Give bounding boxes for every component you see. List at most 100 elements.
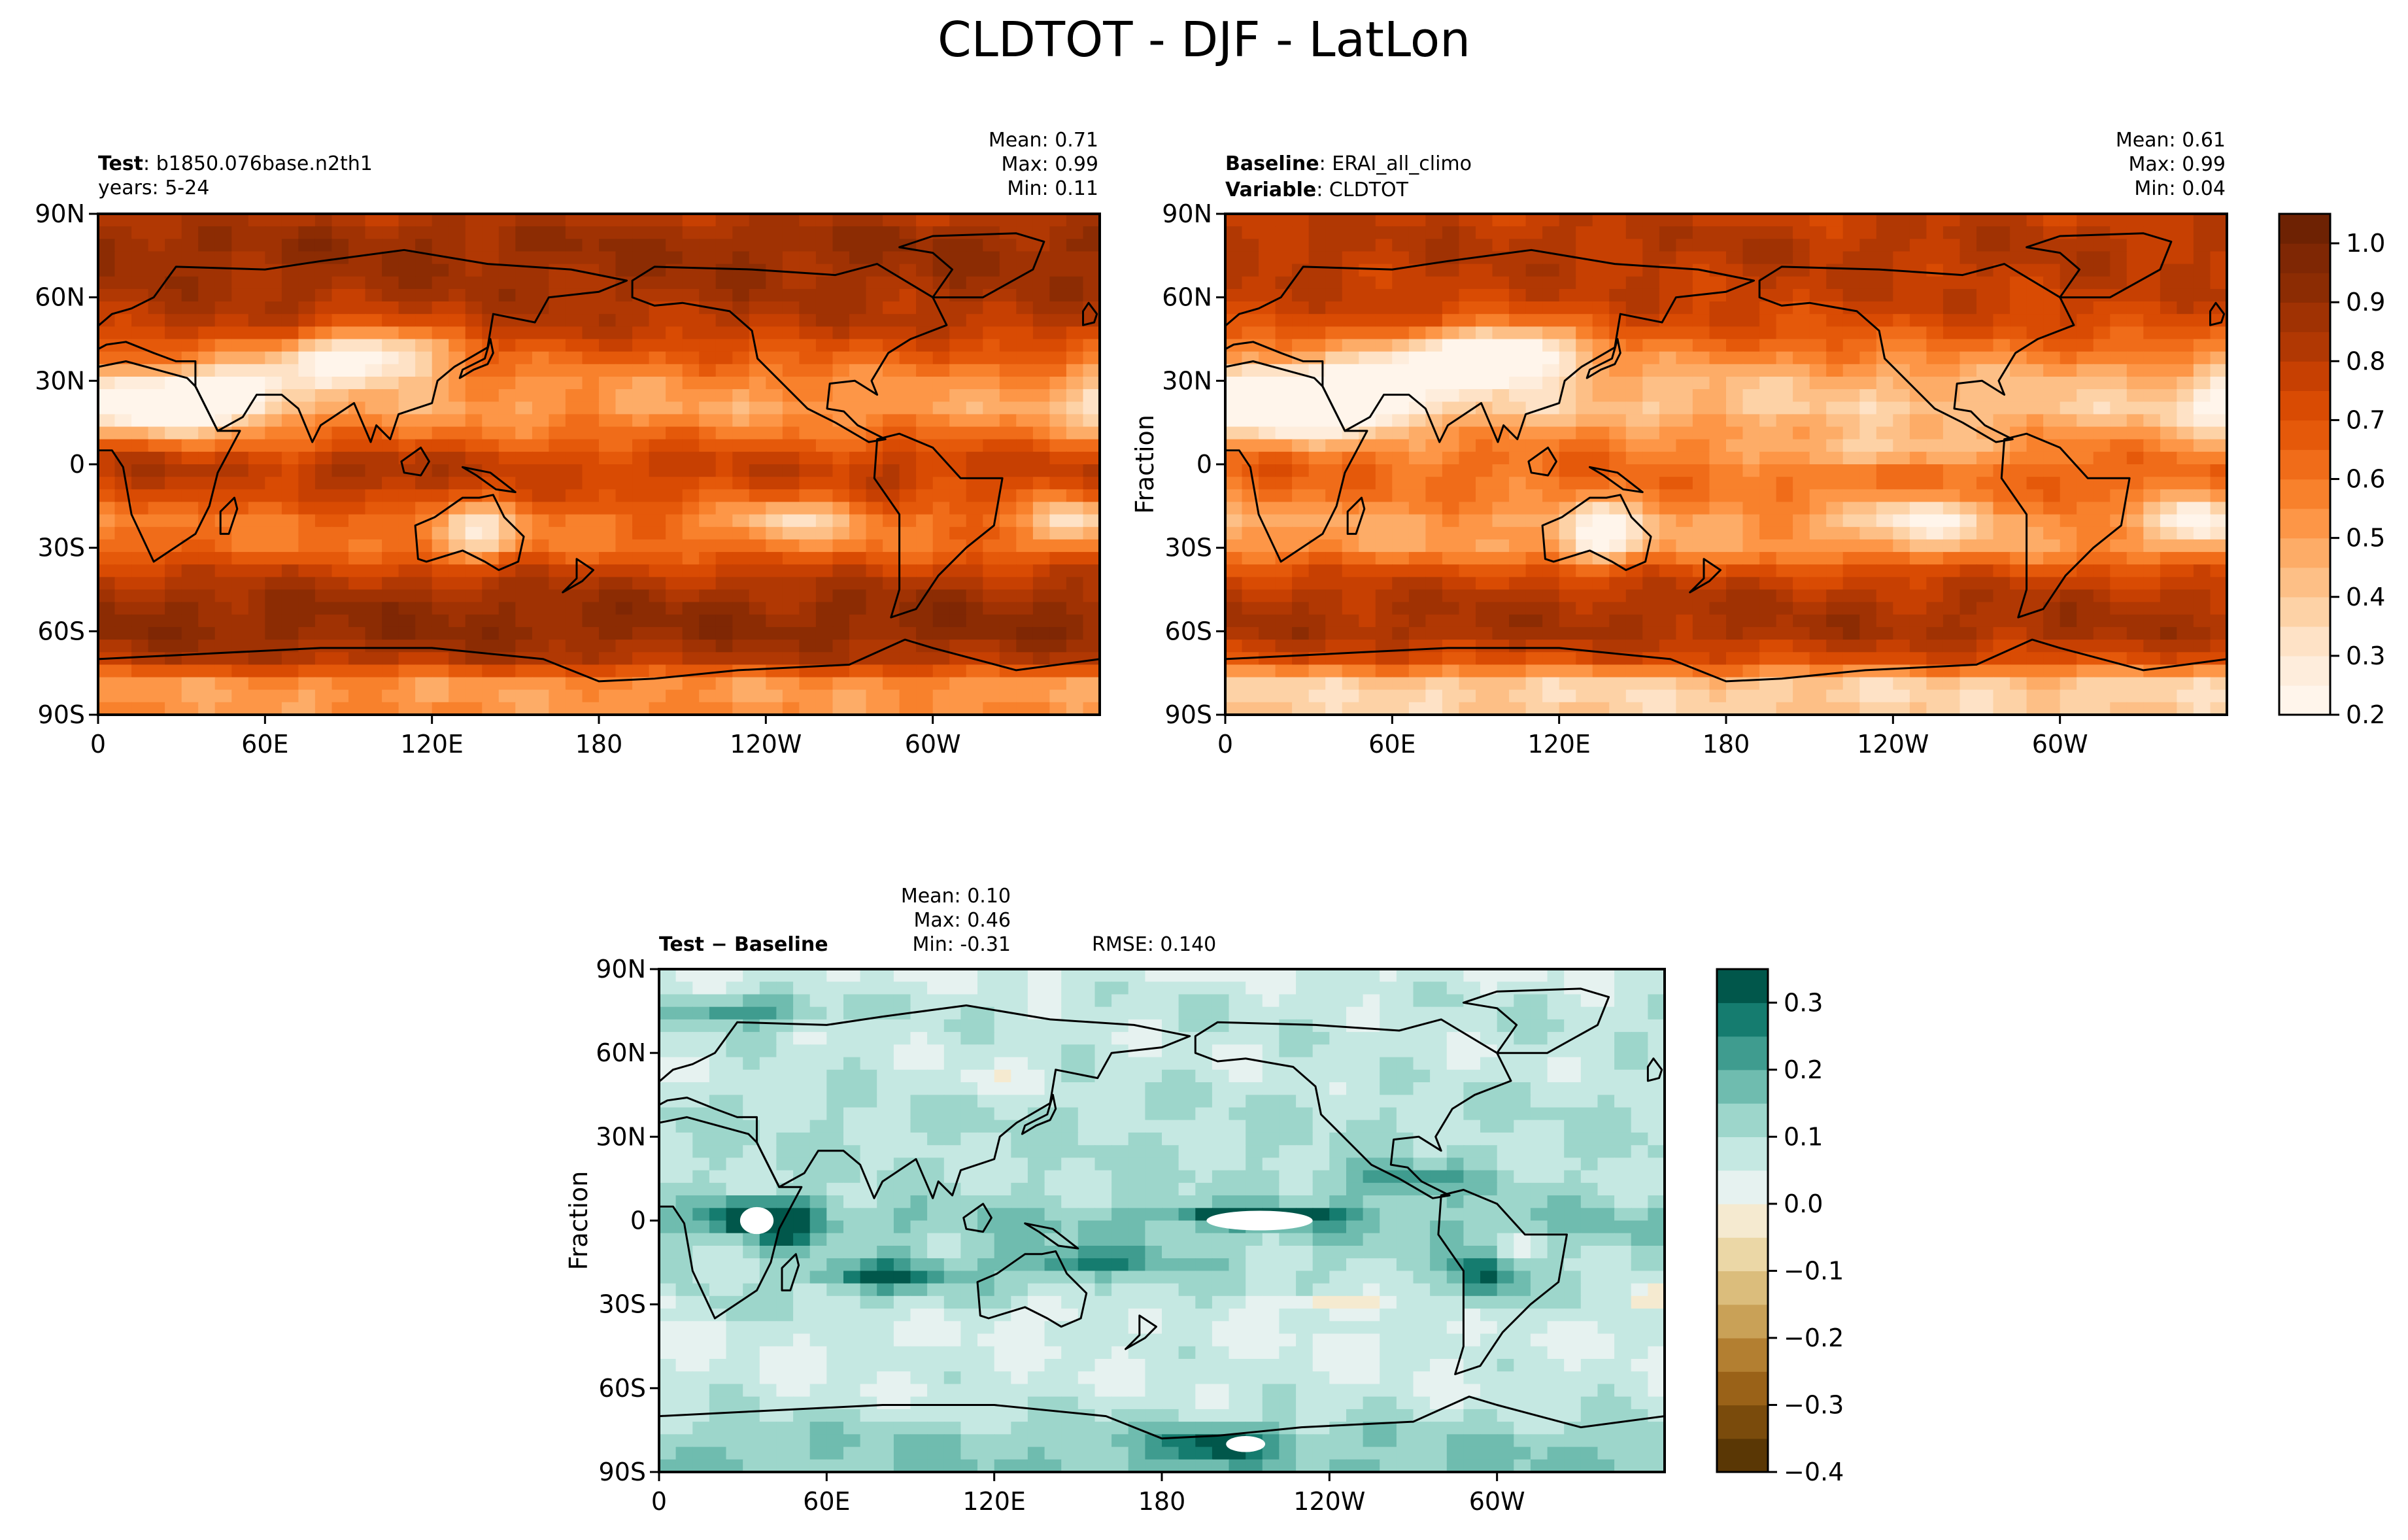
- test-map-cell: [365, 477, 382, 490]
- baseline-map-cell: [2210, 502, 2227, 515]
- test-map-cell: [849, 226, 867, 239]
- baseline-map-cell: [1542, 414, 1560, 428]
- baseline-map-cell: [1408, 464, 1427, 477]
- baseline-map-cell: [1759, 589, 1777, 603]
- diff-map-cell: [1296, 969, 1314, 982]
- test-map-cell: [615, 626, 633, 640]
- baseline-map-cell: [1308, 564, 1326, 578]
- test-map-cell: [314, 702, 333, 715]
- baseline-map-cell: [1259, 489, 1276, 503]
- test-map-cell: [832, 226, 850, 239]
- baseline-map-cell: [1242, 502, 1259, 515]
- baseline-map-cell: [2160, 426, 2178, 440]
- baseline-map-cell: [1476, 589, 1493, 603]
- baseline-map-cell: [1342, 589, 1359, 603]
- test-map-cell: [398, 339, 416, 352]
- baseline-map-cell: [2077, 626, 2094, 640]
- baseline-map-cell: [2126, 439, 2145, 453]
- test-map-cell: [649, 414, 666, 428]
- test-map-cell: [565, 451, 583, 465]
- baseline-map-cell: [1392, 214, 1410, 227]
- baseline-map-cell: [2143, 614, 2161, 628]
- test-map-cell: [966, 326, 983, 340]
- test-map-cell: [181, 589, 199, 603]
- test-map-cell: [832, 451, 850, 465]
- test-map-cell: [782, 689, 800, 703]
- baseline-map-cell: [1876, 439, 1894, 453]
- baseline-map-cell: [2177, 414, 2194, 428]
- baseline-map-cell: [2160, 689, 2178, 703]
- test-map-cell: [498, 577, 517, 590]
- test-map-cell: [432, 326, 449, 340]
- baseline-map-cell: [2077, 539, 2094, 553]
- test-map-cell: [1016, 664, 1034, 678]
- test-map-cell: [114, 288, 132, 302]
- baseline-map-cell: [2010, 276, 2027, 290]
- baseline-map-cell: [1425, 702, 1443, 715]
- baseline-map-cell: [1826, 439, 1844, 453]
- baseline-map-cell: [1809, 464, 1827, 477]
- test-max: Max: 0.99: [1001, 153, 1098, 176]
- test-map-cell: [348, 652, 366, 666]
- test-map-cell: [682, 414, 700, 428]
- baseline-map-cell: [1676, 640, 1693, 653]
- test-map-cell: [615, 288, 633, 302]
- baseline-map-cell: [1959, 677, 1977, 691]
- baseline-map-cell: [2193, 402, 2211, 415]
- test-map-cell: [632, 301, 650, 315]
- baseline-map-cell: [2043, 677, 2061, 691]
- test-map-cell: [314, 339, 333, 352]
- test-map-cell: [815, 564, 834, 578]
- baseline-map-cell: [1976, 577, 1994, 590]
- test-map-cell: [248, 626, 266, 640]
- baseline-map-cell: [1926, 426, 1944, 440]
- test-map-cell: [599, 702, 617, 715]
- baseline-map-cell: [1709, 389, 1727, 402]
- baseline-map-cell: [1726, 377, 1744, 390]
- test-map-cell: [498, 502, 517, 515]
- test-map-cell: [916, 652, 934, 666]
- baseline-map-cell: [1726, 589, 1744, 603]
- test-map-cell: [582, 640, 600, 653]
- test-map-cell: [949, 389, 967, 402]
- baseline-map-cell: [1259, 326, 1276, 340]
- baseline-map-cell: [2043, 276, 2061, 290]
- baseline-map-cell: [1492, 214, 1510, 227]
- test-map-cell: [999, 602, 1017, 615]
- baseline-map-cell: [1592, 226, 1610, 239]
- test-map-cell: [1016, 564, 1034, 578]
- baseline-map-cell: [1859, 264, 1877, 277]
- baseline-map-cell: [1976, 477, 1994, 490]
- baseline-map-cell: [1809, 677, 1827, 691]
- diff-map-cell: [793, 982, 811, 995]
- baseline-map-cell: [1375, 514, 1393, 528]
- baseline-map-cell: [1392, 339, 1410, 352]
- baseline-map-cell: [2143, 577, 2161, 590]
- baseline-map-cell: [1809, 314, 1827, 328]
- test-map-cell: [165, 314, 182, 328]
- test-map-cell: [1032, 402, 1051, 415]
- test-map-cell: [298, 389, 316, 402]
- baseline-map-cell: [1525, 414, 1543, 428]
- baseline-map-cell: [1659, 339, 1677, 352]
- baseline-map-cell: [1909, 539, 1927, 553]
- baseline-map-cell: [1609, 451, 1627, 465]
- baseline-map-cell: [1425, 351, 1443, 365]
- test-map-cell: [999, 552, 1017, 565]
- test-map-cell: [415, 702, 433, 715]
- baseline-map-cell: [2043, 251, 2061, 265]
- test-map-cell: [148, 664, 165, 678]
- test-map-cell: [165, 664, 182, 678]
- test-map-cell: [899, 514, 917, 528]
- baseline-map-cell: [1542, 614, 1560, 628]
- test-map-cell: [181, 339, 199, 352]
- baseline-map-cell: [1259, 664, 1276, 678]
- baseline-map-cell: [2177, 614, 2194, 628]
- baseline-map-cell: [1876, 489, 1894, 503]
- baseline-map-cell: [2043, 214, 2061, 227]
- baseline-map-cell: [1359, 477, 1376, 490]
- baseline-map-cell: [1876, 288, 1894, 302]
- baseline-map-cell: [1442, 477, 1460, 490]
- baseline-map-cell: [1342, 414, 1359, 428]
- test-map-cell: [498, 339, 517, 352]
